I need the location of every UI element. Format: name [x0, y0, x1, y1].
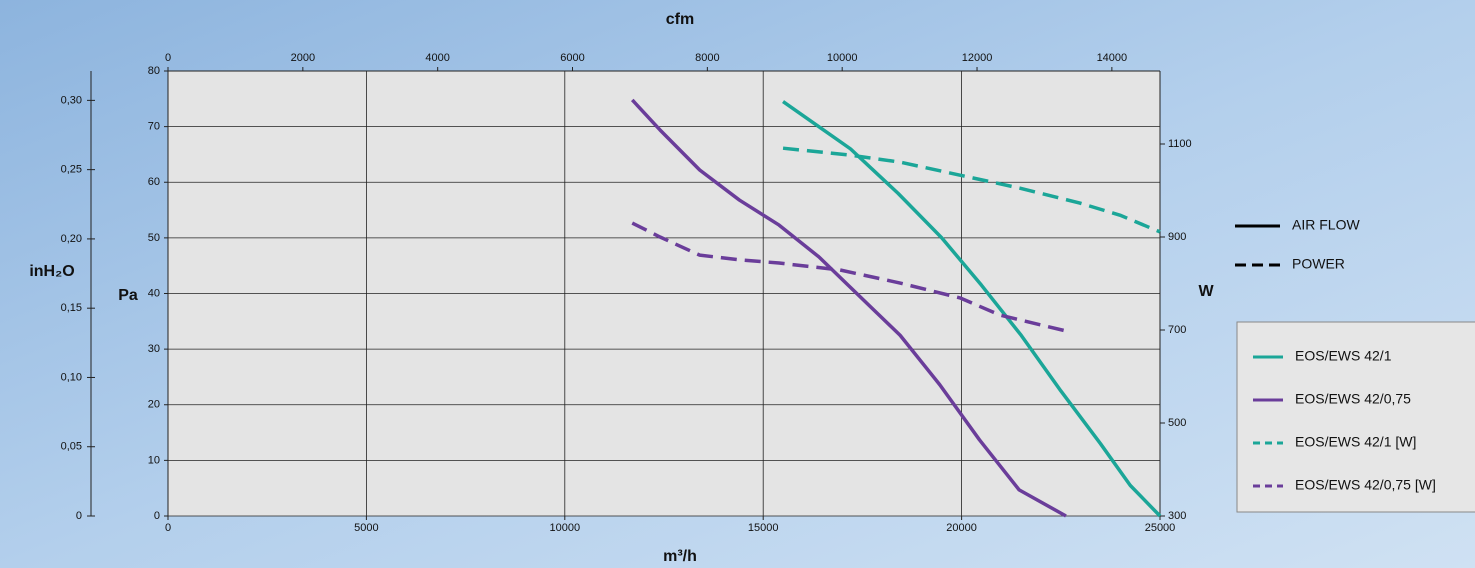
x2-tick-label: 12000: [962, 52, 993, 64]
x-tick-label: 0: [165, 522, 171, 534]
y-tick-label: 80: [148, 65, 160, 77]
x2-tick-label: 14000: [1097, 52, 1128, 64]
y-tick-label: 0: [154, 510, 160, 522]
x2-tick-label: 2000: [291, 52, 315, 64]
style-legend-label: AIR FLOW: [1292, 217, 1360, 233]
y3-tick-label: 0: [76, 510, 82, 522]
data-line: [782, 146, 1161, 234]
data-line: [630, 98, 1067, 518]
legend-label: EOS/EWS 42/1: [1295, 348, 1392, 364]
x-tick-label: 15000: [748, 522, 779, 534]
y3-axis-label: inH₂O: [29, 263, 74, 280]
x-axis-label: m³/h: [663, 548, 697, 565]
x2-tick-label: 10000: [827, 52, 858, 64]
x2-tick-label: 8000: [695, 52, 719, 64]
data-line: [782, 100, 1162, 518]
y-tick-label: 40: [148, 287, 160, 299]
x-tick-label: 20000: [946, 522, 977, 534]
legend-label: EOS/EWS 42/0,75: [1295, 391, 1411, 407]
y-tick-label: 20: [148, 399, 160, 411]
x-tick-label: 25000: [1145, 522, 1176, 534]
y3-tick-label: 0,15: [61, 302, 82, 314]
y2-axis-label: W: [1198, 283, 1214, 300]
y3-tick-label: 0,25: [61, 164, 82, 176]
x2-axis-label: cfm: [666, 11, 694, 28]
legend-label: EOS/EWS 42/1 [W]: [1295, 434, 1416, 450]
y3-tick-label: 0,30: [61, 94, 82, 106]
y-tick-label: 50: [148, 232, 160, 244]
legend-box: [1236, 321, 1475, 513]
y-tick-label: 70: [148, 121, 160, 133]
y-tick-label: 60: [148, 176, 160, 188]
y3-tick-label: 0,05: [61, 441, 82, 453]
style-legend-label: POWER: [1292, 256, 1345, 272]
x2-tick-label: 0: [165, 52, 171, 64]
x-tick-label: 10000: [550, 522, 581, 534]
y-tick-label: 30: [148, 343, 160, 355]
y2-tick-label: 1100: [1168, 138, 1192, 150]
y3-tick-label: 0,10: [61, 371, 82, 383]
y2-tick-label: 500: [1168, 417, 1186, 429]
y3-tick-label: 0,20: [61, 233, 82, 245]
x2-tick-label: 6000: [560, 52, 584, 64]
y2-tick-label: 300: [1168, 510, 1186, 522]
x2-tick-label: 4000: [425, 52, 449, 64]
x-tick-label: 5000: [354, 522, 378, 534]
y-tick-label: 10: [148, 454, 160, 466]
legend-label: EOS/EWS 42/0,75 [W]: [1295, 477, 1436, 493]
y-axis-label: Pa: [118, 287, 138, 304]
y2-tick-label: 700: [1168, 324, 1186, 336]
y2-tick-label: 900: [1168, 231, 1186, 243]
data-line: [631, 221, 1067, 333]
